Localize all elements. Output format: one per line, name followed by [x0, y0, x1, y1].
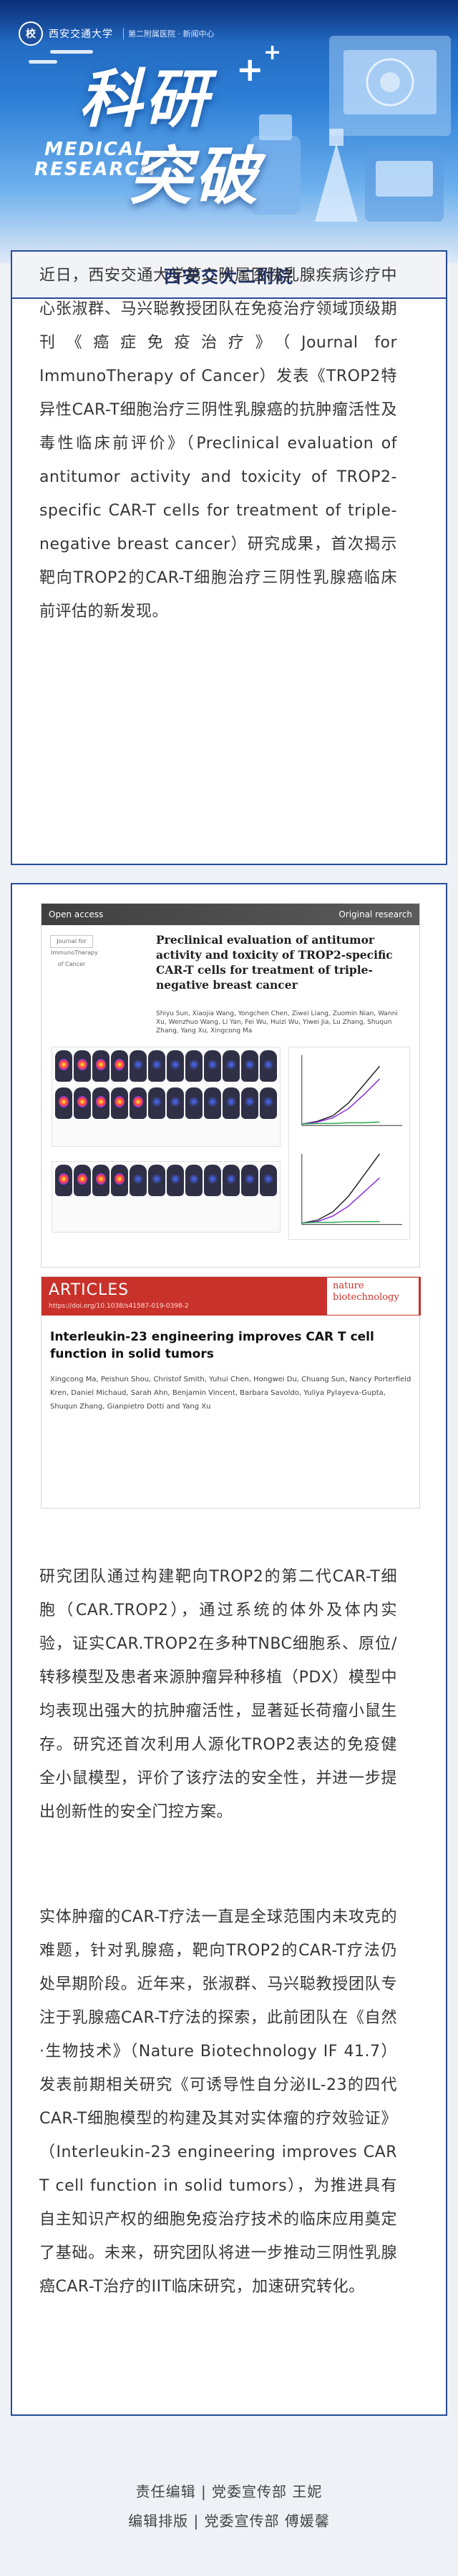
- mouse-image: [130, 1087, 147, 1119]
- mouse-image: [55, 1165, 72, 1196]
- mouse-image: [148, 1087, 165, 1119]
- paper-topbar: Open access Original research: [42, 904, 419, 925]
- article-paragraph-3: 实体肿瘤的CAR-T疗法一直是全球范围内未攻克的难题，针对乳腺癌，靶向TROP2…: [39, 1908, 397, 2296]
- mouse-image: [241, 1165, 258, 1196]
- mouse-image: [223, 1087, 240, 1119]
- mouse-image: [55, 1087, 72, 1119]
- mouse-image: [111, 1087, 128, 1119]
- banner-english-line2: RESEARCH: [34, 159, 157, 180]
- plus-icon: +: [236, 50, 264, 89]
- section-title: 西安交大二附院: [164, 266, 294, 287]
- paper-authors: Xingcong Ma, Peishun Shou, Christof Smit…: [50, 1376, 411, 1411]
- mouse-image: [74, 1165, 91, 1196]
- mouse-image: [111, 1050, 128, 1082]
- banner-english-line1: MEDICAL: [44, 139, 148, 160]
- journal-name: nature biotechnology: [326, 1277, 419, 1316]
- banner-title-line1: 科研: [79, 62, 211, 136]
- editor-credit: 责任编辑 | 党委宣传部 王妮: [135, 2483, 323, 2500]
- article-paragraph-2: 研究团队通过构建靶向TROP2的第二代CAR-T细胞（CAR.TROP2），通过…: [39, 1568, 397, 1821]
- mouse-image: [167, 1165, 184, 1196]
- mouse-image: [185, 1087, 203, 1119]
- logo-text: 西安交通大学: [49, 29, 113, 40]
- original-research-label: Original research: [338, 909, 412, 919]
- mouse-image: [260, 1087, 277, 1119]
- paper-title: Preclinical evaluation of antitumor acti…: [156, 933, 393, 992]
- mouse-image: [185, 1165, 203, 1196]
- mouse-image: [55, 1050, 72, 1082]
- mouse-image: [167, 1050, 184, 1082]
- intro-frame: 西安交大二附院: [11, 250, 447, 865]
- mouse-image: [111, 1165, 128, 1196]
- mouse-image: [92, 1165, 109, 1196]
- mouse-image: [204, 1050, 221, 1082]
- section-header: 西安交大二附院: [12, 252, 446, 299]
- mouse-image: [130, 1050, 147, 1082]
- mouse-image: [148, 1050, 165, 1082]
- plus-icon: +: [263, 40, 282, 65]
- article-paragraph-1: 近日，西安交通大学第二附属医院乳腺疾病诊疗中心张淑群、马兴聪教授团队在免疫治疗领…: [39, 267, 397, 621]
- mouse-image: [130, 1165, 147, 1196]
- paper-authors: Shiyu Sun, Xiaojia Wang, Yongchen Chen, …: [156, 1010, 398, 1035]
- articles-label: ARTICLES: [49, 1281, 130, 1299]
- mouse-image: [167, 1087, 184, 1119]
- mouse-image: [92, 1050, 109, 1082]
- tumor-growth-graphs: [288, 1047, 410, 1240]
- hospital-logo: 校 西安交通大学 第二附属医院 · 新闻中心: [19, 21, 215, 46]
- mouse-image: [204, 1165, 221, 1196]
- mouse-image: [223, 1165, 240, 1196]
- mouse-imaging-figure: [52, 1047, 281, 1147]
- open-access-label: Open access: [49, 909, 104, 919]
- mouse-image: [74, 1087, 91, 1119]
- mouse-image: [148, 1165, 165, 1196]
- mouse-image: [223, 1050, 240, 1082]
- paper-title: Interleukin-23 engineering improves CAR …: [50, 1330, 374, 1361]
- decor-stripe: [29, 60, 57, 64]
- mouse-image: [241, 1087, 258, 1119]
- mouse-image: [185, 1050, 203, 1082]
- logo-subtext: 第二附属医院 · 新闻中心: [123, 28, 215, 39]
- doi-link[interactable]: https://doi.org/10.1038/s41587-019-0398-…: [49, 1303, 189, 1310]
- paper-image-nature-biotech: ARTICLES https://doi.org/10.1038/s41587-…: [41, 1276, 421, 1509]
- journal-logo: Journal for ImmunoTherapy of Cancer: [50, 935, 98, 967]
- university-seal-icon: 校: [19, 21, 43, 46]
- header-banner: 校 西安交通大学 第二附属医院 · 新闻中心 科研 + + MEDICAL RE…: [0, 0, 458, 263]
- layout-credit: 编辑排版 | 党委宣传部 傅媛馨: [128, 2512, 330, 2530]
- mouse-image: [260, 1050, 277, 1082]
- paper-image-jitc: Open access Original research Journal fo…: [41, 903, 420, 1268]
- decor-stripe: [50, 50, 93, 54]
- lab-equipment-illustration: [250, 36, 451, 222]
- mouse-image: [241, 1050, 258, 1082]
- mouse-image: [260, 1165, 277, 1196]
- mouse-image: [204, 1087, 221, 1119]
- banner-title-line2: 突破: [129, 139, 261, 213]
- credits: 责任编辑 | 党委宣传部 王妮 编辑排版 | 党委宣传部 傅媛馨: [0, 2477, 458, 2536]
- mouse-image: [74, 1050, 91, 1082]
- mouse-imaging-figure-2: [52, 1161, 281, 1233]
- mouse-image: [92, 1087, 109, 1119]
